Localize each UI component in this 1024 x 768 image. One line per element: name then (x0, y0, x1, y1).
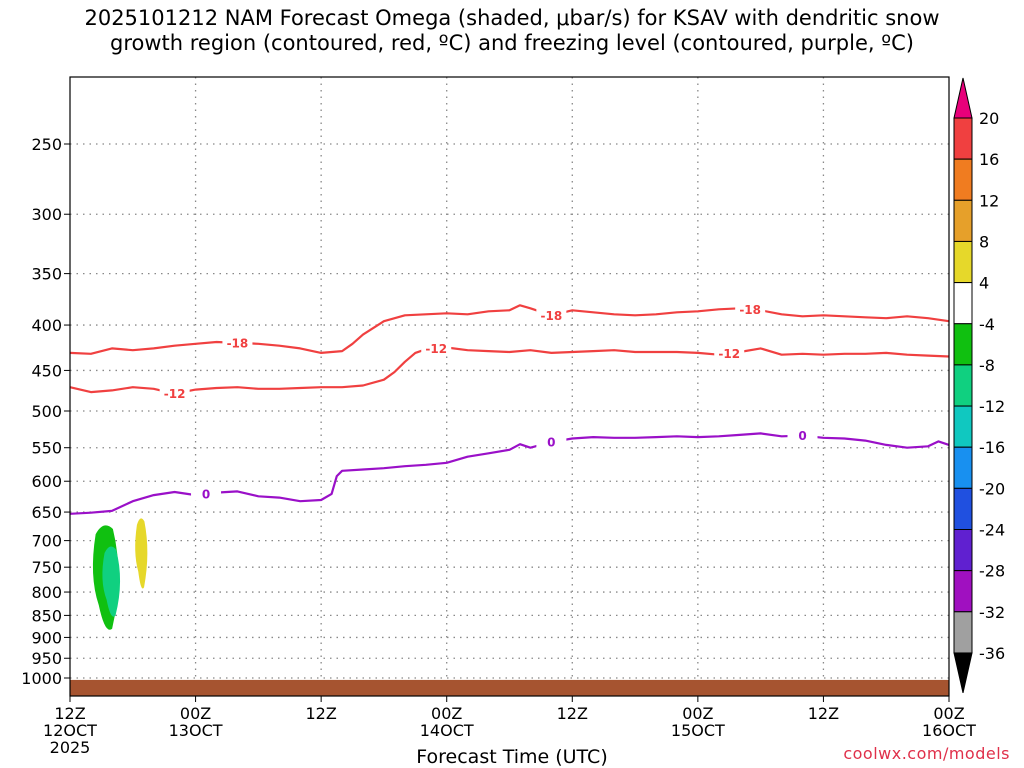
colorbar-label: -4 (979, 315, 995, 334)
contour-label: -18 (739, 303, 761, 317)
x-tick-label: 15OCT (671, 721, 725, 740)
contour-label-bg (421, 341, 452, 356)
contour-label-bg (714, 346, 745, 361)
contour-lines (69, 304, 950, 515)
contour-label: -12 (718, 347, 740, 361)
colorbar-cell (953, 282, 973, 325)
colorbar-bottom-arrow (953, 652, 973, 694)
y-tick-label: 450 (31, 361, 62, 380)
colorbar-cell (953, 570, 973, 613)
colorbar-cell (953, 158, 973, 201)
x-tick-label: 12OCT (43, 721, 97, 740)
y-tick-label: 800 (31, 583, 62, 602)
terrain (70, 679, 949, 696)
y-tick-label: 700 (31, 532, 62, 551)
colorbar-cell (953, 364, 973, 407)
colorbar-label: -12 (979, 397, 1005, 416)
colorbar-label: 12 (979, 191, 999, 210)
colorbar-label: -8 (979, 356, 995, 375)
contour-label: -12 (425, 342, 447, 356)
x-tick-label: 00Z (933, 704, 964, 723)
x-tick-label: 13OCT (169, 721, 223, 740)
grid-lines (70, 77, 949, 696)
contour-label-bg (222, 335, 253, 350)
colorbar-label: -20 (979, 479, 1005, 498)
x-tick-label: 12Z (808, 704, 839, 723)
colorbar-cell (953, 405, 973, 448)
colorbar-label: -28 (979, 562, 1005, 581)
colorbar-cell (953, 323, 973, 366)
x-tick-label: 14OCT (420, 721, 474, 740)
terrain-fill (70, 679, 949, 696)
colorbar-top-arrow (953, 77, 973, 119)
y-tick-label: 600 (31, 472, 62, 491)
contour-line (69, 346, 950, 395)
contour-line (69, 304, 950, 355)
x-tick-label: 12Z (557, 704, 588, 723)
colorbar-cell (953, 199, 973, 242)
colorbar-cell (953, 446, 973, 489)
x-tick-label: 00Z (180, 704, 211, 723)
x-tick-label: 00Z (682, 704, 713, 723)
colorbar: 20 16 12 8 4 -4 -8 -12 -16 -20 -24 -28 -32 -36 (953, 77, 1005, 694)
contour-label: 0 (547, 436, 555, 450)
contour-label: 0 (798, 429, 806, 443)
y-tick-label: 300 (31, 205, 62, 224)
contour-label-bg (191, 486, 222, 501)
x-axis-label: Forecast Time (UTC) (416, 746, 608, 768)
chart-title: 2025101212 NAM Forecast Omega (shaded, μ… (0, 6, 1024, 56)
y-tick-label: 500 (31, 402, 62, 421)
plot-frame (69, 76, 950, 697)
chart-title-line2: growth region (contoured, red, ºC) and f… (110, 31, 914, 55)
y-axis: 250 300 350 400 450 500 550 600 650 700 750 800 850 9… (21, 135, 70, 688)
colorbar-cell (953, 529, 973, 572)
y-tick-label: 950 (31, 649, 62, 668)
contour-label-bg (536, 308, 567, 323)
y-tick-label: 850 (31, 606, 62, 625)
shaded-region (135, 518, 148, 589)
contour-label: -12 (164, 387, 186, 401)
y-tick-label: 1000 (21, 669, 62, 688)
x-tick-label: 2025 (50, 738, 91, 757)
contour-label-bg (735, 302, 766, 317)
colorbar-label: 8 (979, 232, 989, 251)
y-tick-label: 550 (31, 439, 62, 458)
x-tick-label: 12Z (305, 704, 336, 723)
colorbar-cell (953, 117, 973, 160)
shaded-omega (92, 518, 148, 630)
y-tick-label: 250 (31, 135, 62, 154)
chart-title-line1: 2025101212 NAM Forecast Omega (shaded, μ… (84, 6, 940, 30)
contour-label-bg (159, 386, 190, 401)
colorbar-cell (953, 240, 973, 284)
colorbar-label: 20 (979, 109, 999, 128)
colorbar-label: -24 (979, 521, 1005, 540)
contour-line (69, 432, 950, 515)
colorbar-label: -16 (979, 438, 1005, 457)
contour-label: -18 (227, 336, 249, 350)
y-tick-label: 650 (31, 503, 62, 522)
colorbar-cell (953, 487, 973, 531)
y-tick-label: 400 (31, 316, 62, 335)
colorbar-label: 16 (979, 150, 999, 169)
contour-label: 0 (202, 487, 210, 501)
contour-labels: -18 -18 -18 -12 -12 -12 0 0 0 (159, 302, 818, 501)
contour-label-bg (536, 435, 567, 450)
colorbar-label: 4 (979, 274, 989, 293)
colorbar-label: -36 (979, 644, 1005, 663)
x-tick-label: 12Z (54, 704, 85, 723)
x-tick-label: 16OCT (922, 721, 976, 740)
contour-label-bg (787, 428, 818, 443)
y-tick-label: 350 (31, 265, 62, 284)
colorbar-label: -32 (979, 603, 1005, 622)
shaded-region (102, 546, 121, 617)
colorbar-cell (953, 611, 973, 654)
contour-label: -18 (541, 309, 563, 323)
x-tick-label: 00Z (431, 704, 462, 723)
y-tick-label: 750 (31, 558, 62, 577)
y-tick-label: 900 (31, 628, 62, 647)
credit-text: coolwx.com/models (843, 744, 1010, 763)
